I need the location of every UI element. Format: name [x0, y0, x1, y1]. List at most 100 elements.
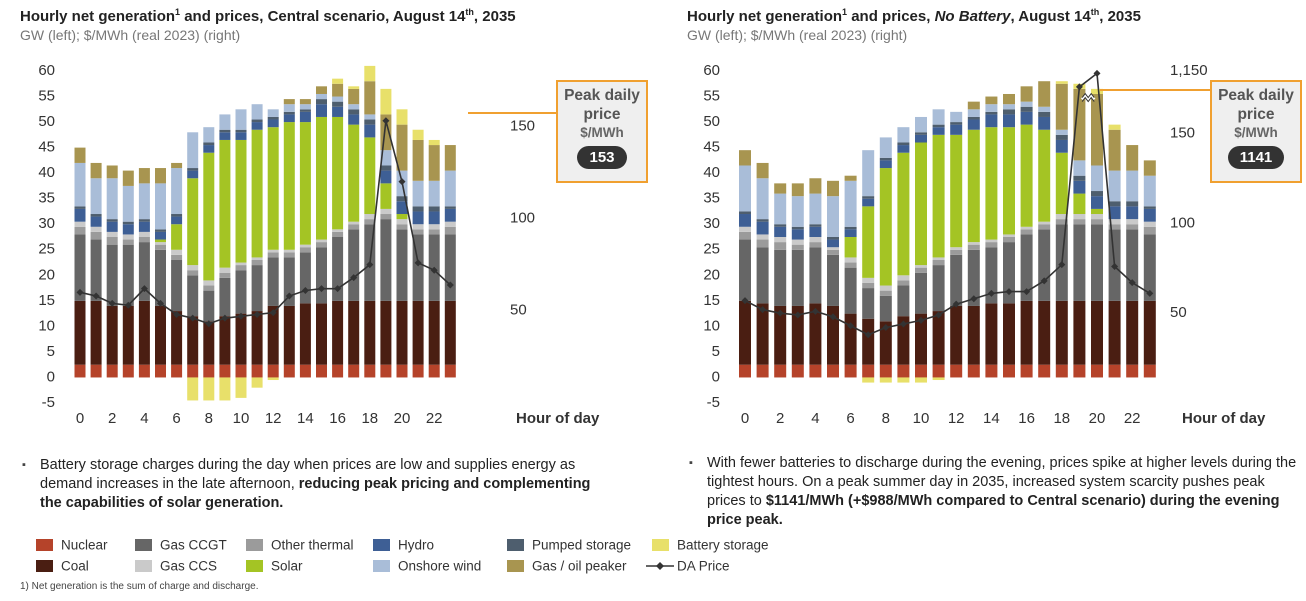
- x-axis-label: Hour of day: [516, 410, 600, 427]
- bar-segment: [950, 124, 963, 135]
- bar-segment: [1020, 300, 1033, 365]
- bar-segment: [155, 239, 166, 243]
- bar-segment: [74, 364, 86, 378]
- bar-segment: [187, 178, 199, 266]
- bar-segment: [316, 364, 327, 378]
- bar-segment: [1126, 206, 1139, 220]
- bar-segment: [138, 237, 150, 243]
- bar-segment: [774, 183, 787, 194]
- price-marker: [76, 288, 84, 296]
- bar-segment: [251, 265, 263, 312]
- bar-segment: [90, 216, 102, 227]
- bar-segment: [380, 208, 392, 215]
- y2-tick-label: 150: [1170, 124, 1195, 141]
- bar-segment: [1055, 134, 1068, 140]
- bar-segment: [90, 214, 102, 217]
- callout-value: 153: [577, 146, 627, 169]
- bar-segment: [791, 305, 804, 365]
- bar-segment: [444, 364, 456, 378]
- y-tick-label: 45: [38, 139, 55, 156]
- legend-label: Solar: [271, 559, 303, 574]
- bar-segment: [844, 364, 857, 378]
- bar-segment: [444, 206, 456, 209]
- bar-segment: [950, 249, 963, 255]
- bar-segment: [171, 254, 183, 260]
- bar-segment: [1143, 226, 1156, 235]
- bar-segment: [967, 116, 980, 120]
- bar-segment: [809, 303, 822, 365]
- price-marker: [776, 309, 784, 317]
- legend-label: Hydro: [398, 538, 434, 553]
- bar-segment: [106, 178, 118, 220]
- bar-segment: [1091, 88, 1103, 94]
- price-marker: [414, 259, 422, 267]
- bar-segment: [879, 377, 892, 383]
- bar-segment: [106, 237, 118, 245]
- bar-segment: [1073, 224, 1086, 301]
- bar-segment: [316, 99, 327, 105]
- price-marker: [205, 320, 213, 328]
- bar-segment: [106, 165, 118, 179]
- bar-segment: [1108, 206, 1121, 220]
- bar-segment: [1020, 234, 1033, 301]
- bar-segment: [380, 219, 392, 301]
- bar-segment: [106, 221, 118, 232]
- bar-segment: [203, 127, 215, 143]
- bar-segment: [1091, 219, 1103, 225]
- bar-segment: [879, 290, 892, 296]
- bar-segment: [235, 139, 247, 263]
- bar-segment: [827, 247, 839, 250]
- bar-segment: [332, 106, 344, 117]
- bar-segment: [251, 129, 263, 258]
- bar-segment: [1055, 214, 1068, 220]
- bar-segment: [444, 208, 456, 222]
- bar-segment: [932, 257, 945, 260]
- bar-segment: [985, 111, 998, 115]
- bar-segment: [1091, 208, 1103, 215]
- bar-segment: [187, 270, 199, 276]
- callout-value: 1141: [1227, 146, 1285, 169]
- bar-segment: [444, 234, 456, 301]
- bar-segment: [1108, 364, 1121, 378]
- bar-segment: [862, 318, 875, 365]
- bar-segment: [897, 364, 910, 378]
- bar-segment: [1020, 101, 1033, 107]
- bar-segment: [932, 265, 945, 312]
- bar-segment: [203, 280, 215, 286]
- bar-segment: [283, 114, 295, 123]
- x-tick-label: 12: [948, 410, 965, 427]
- legend-label: Nuclear: [61, 538, 108, 553]
- bar-segment: [364, 119, 376, 125]
- y-tick-label: 20: [703, 266, 720, 283]
- bar-segment: [219, 129, 231, 133]
- bar-segment: [879, 160, 892, 169]
- bar-segment: [90, 162, 102, 179]
- bar-segment: [756, 219, 769, 222]
- bar-segment: [950, 134, 963, 248]
- bar-segment: [1108, 129, 1121, 171]
- bar-segment: [1038, 364, 1051, 378]
- bar-segment: [396, 229, 408, 301]
- bar-segment: [1073, 193, 1086, 215]
- bar-segment: [203, 142, 215, 146]
- y-tick-label: -5: [42, 394, 55, 411]
- bar-segment: [428, 180, 440, 207]
- bar-segment: [915, 377, 927, 383]
- bar-segment: [1143, 206, 1156, 209]
- bar-segment: [380, 150, 392, 166]
- bar-segment: [1020, 229, 1033, 235]
- subtitle: GW (left); $/MWh (real 2023) (right): [687, 27, 908, 43]
- subtitle: GW (left); $/MWh (real 2023) (right): [20, 27, 241, 43]
- bar-segment: [283, 364, 295, 378]
- bar-segment: [827, 254, 839, 306]
- bar-segment: [106, 305, 118, 365]
- bar-segment: [155, 168, 166, 184]
- bar-segment: [915, 265, 927, 268]
- bar-segment: [879, 168, 892, 286]
- y-tick-label: 35: [38, 190, 55, 207]
- bar-segment: [967, 129, 980, 243]
- bar-segment: [1126, 145, 1139, 171]
- bar-segment: [412, 206, 424, 212]
- bar-segment: [739, 231, 751, 240]
- bar-segment: [283, 305, 295, 365]
